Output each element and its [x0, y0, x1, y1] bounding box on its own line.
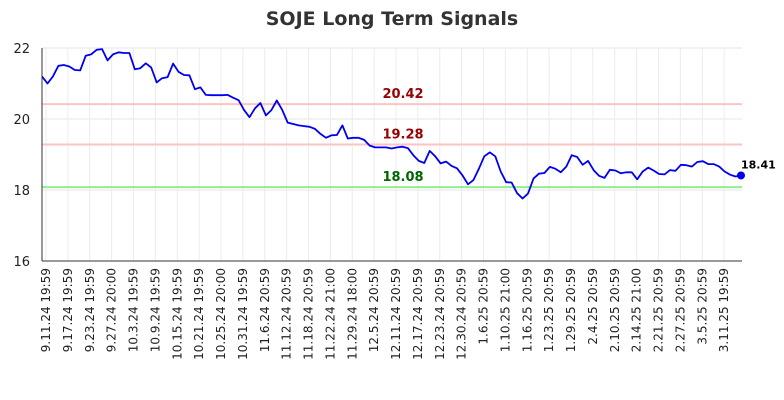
y-tick-label: 22	[13, 42, 30, 57]
x-tick-label: 2.27.25 20:59	[673, 268, 687, 352]
x-tick-label: 11.18.24 20:59	[302, 268, 316, 360]
x-tick-label: 11.22.24 21:00	[323, 268, 337, 360]
x-tick-label: 10.15.24 19:59	[170, 268, 184, 360]
x-tick-label: 1.10.25 21:00	[498, 268, 512, 352]
x-tick-label: 1.23.25 20:59	[542, 268, 556, 352]
level-label: 20.42	[382, 87, 423, 102]
x-tick-label: 11.6.24 20:59	[258, 268, 272, 352]
x-tick-label: 1.6.25 20:59	[477, 268, 491, 345]
x-tick-label: 11.29.24 18:00	[345, 268, 359, 360]
tick-labels: 16 18 20 22 9.11.24 19:59 9.17.24 19:59 9.23.2…	[13, 42, 731, 360]
x-tick-label: 10.25.24 20:00	[214, 268, 228, 360]
y-tick-label: 20	[13, 113, 30, 128]
level-label: 18.08	[382, 170, 423, 185]
price-series: 18.41	[41, 48, 776, 200]
last-value-dot	[737, 171, 745, 180]
x-tick-label: 2.14.25 21:00	[630, 268, 644, 352]
grid	[42, 47, 742, 262]
x-tick-label: 12.30.24 20:59	[455, 268, 469, 360]
series-line	[41, 48, 742, 200]
y-tick-label: 16	[13, 255, 30, 270]
x-tick-label: 11.12.24 20:59	[280, 268, 294, 360]
chart-title: SOJE Long Term Signals	[266, 8, 518, 30]
x-tick-label: 10.21.24 19:59	[192, 268, 206, 360]
x-tick-label: 3.11.25 19:59	[717, 268, 731, 352]
x-tick-label: 10.3.24 19:59	[127, 268, 141, 352]
x-tick-label: 2.21.25 20:59	[652, 268, 666, 352]
last-value-label: 18.41	[741, 158, 776, 171]
signal-levels: 20.42 19.28 18.08	[42, 87, 742, 189]
x-tick-label: 1.29.25 20:59	[564, 268, 578, 352]
y-tick-label: 18	[13, 184, 30, 199]
x-tick-label: 10.9.24 19:59	[148, 268, 162, 352]
x-tick-label: 1.16.25 20:59	[520, 268, 534, 352]
x-tick-label: 10.31.24 19:59	[236, 268, 250, 360]
x-tick-label: 9.17.24 19:59	[61, 268, 75, 352]
x-tick-label: 9.11.24 19:59	[39, 268, 53, 352]
x-tick-label: 12.17.24 20:59	[411, 268, 425, 360]
level-label: 19.28	[382, 128, 423, 143]
x-tick-label: 2.10.25 20:59	[608, 268, 622, 352]
axes	[41, 48, 742, 262]
x-tick-label: 9.23.24 19:59	[83, 268, 97, 352]
x-tick-label: 12.23.24 20:59	[433, 268, 447, 360]
x-tick-label: 9.27.24 20:00	[105, 268, 119, 352]
x-tick-label: 3.5.25 20:59	[695, 268, 709, 345]
x-tick-label: 12.11.24 20:59	[389, 268, 403, 360]
x-tick-label: 2.4.25 20:59	[586, 268, 600, 345]
x-tick-label: 12.5.24 20:59	[367, 268, 381, 352]
